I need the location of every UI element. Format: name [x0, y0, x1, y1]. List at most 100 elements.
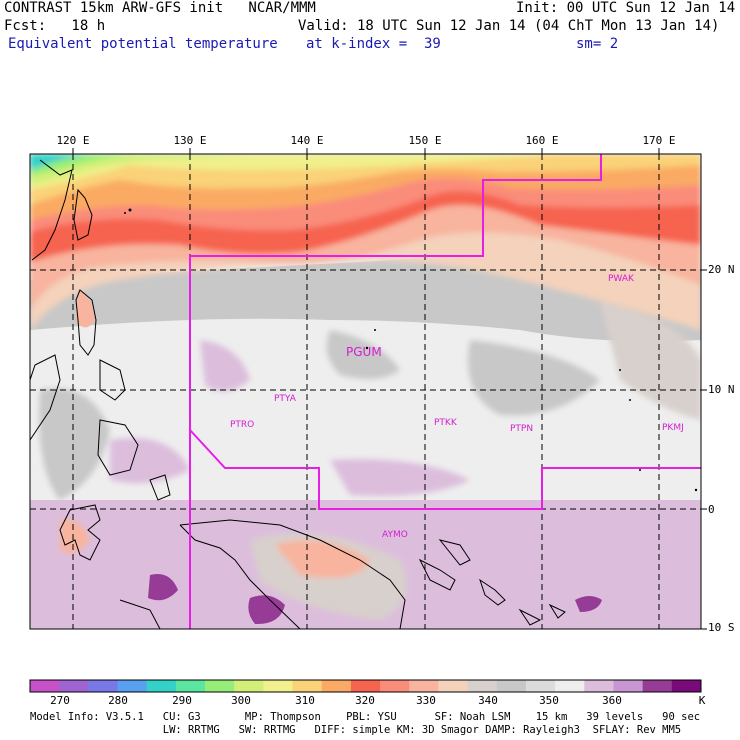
colorbar-swatch	[117, 680, 148, 692]
station-pkmj: PKMJ	[662, 423, 684, 433]
smoothing-value: sm= 2	[576, 36, 619, 52]
lon-label-140: 140 E	[290, 134, 324, 147]
field-grey-blob-east	[468, 340, 600, 416]
colorbar-swatch	[438, 680, 469, 692]
new-guinea-north	[179, 519, 406, 629]
china-coast	[31, 159, 73, 261]
bougainville-coast	[479, 578, 506, 606]
colorbar-swatch	[234, 680, 264, 692]
colorbar-unit: K	[698, 694, 706, 707]
station-labels: PGUM PTYA PTRO PTKK PTPN PKMJ PWAK AYMO	[230, 274, 684, 540]
colorbar-swatch	[642, 680, 673, 692]
region-boundary-south	[189, 429, 701, 510]
lat-label-10s: 10 S	[708, 621, 735, 634]
colorbar-frame	[29, 679, 702, 693]
region-boundary-north	[189, 154, 602, 629]
field-grey-philippines	[39, 388, 110, 500]
colorbar-label-300: 300	[231, 694, 251, 707]
station-aymo: AYMO	[382, 530, 408, 540]
valid-time: Valid: 18 UTC Sun 12 Jan 14 (04 ChT Mon …	[298, 18, 720, 34]
colorbar-swatch	[380, 680, 410, 692]
halmahera-coast	[149, 474, 171, 501]
borneo-coast	[30, 354, 61, 441]
solomons-coast-2	[548, 603, 566, 619]
colorbar-swatch	[555, 680, 585, 692]
lon-label-170: 170 E	[642, 134, 676, 147]
new-guinea-south	[179, 524, 301, 629]
field-purple-patch-1	[148, 574, 178, 601]
coastlines	[30, 159, 566, 629]
level-index: at k-index = 39	[306, 36, 441, 52]
colorbar-label-350: 350	[539, 694, 559, 707]
init-time: Init: 00 UTC Sun 12 Jan 14	[516, 0, 736, 16]
station-ptkk: PTKK	[434, 418, 458, 428]
forecast-hour: Fcst: 18 h	[4, 18, 106, 34]
field-name: Equivalent potential temperature	[8, 36, 278, 52]
small-islands	[124, 208, 698, 492]
field-band-290	[30, 154, 90, 170]
new-ireland-coast	[438, 539, 471, 566]
colorbar-label-340: 340	[478, 694, 498, 707]
sulawesi-coast	[59, 504, 101, 561]
luzon-coast	[75, 289, 97, 356]
colorbar-swatch	[671, 680, 702, 692]
field-lav-blob-2	[330, 459, 470, 496]
solomons-coast-1	[518, 608, 542, 626]
mindanao-coast	[97, 419, 139, 476]
colorbar-label-270: 270	[50, 694, 70, 707]
lat-label-0: 0	[708, 503, 715, 516]
visayas-coast	[99, 359, 126, 401]
field-luzon-warm	[76, 290, 95, 328]
lon-label-120: 120 E	[56, 134, 90, 147]
colorbar-swatch	[350, 680, 381, 692]
colorbar-swatch	[59, 680, 89, 692]
colorbar-swatch	[613, 680, 644, 692]
new-britain-coast	[418, 558, 456, 591]
colorbar-swatch	[525, 680, 556, 692]
colorbar-swatch	[409, 680, 439, 692]
colorbar-swatch	[88, 680, 119, 692]
colorbar-swatch	[496, 680, 527, 692]
colorbar-swatch	[292, 680, 323, 692]
lat-label-20n: 20 N	[708, 263, 735, 276]
colorbar-swatch	[467, 680, 498, 692]
colorbar-swatch	[175, 680, 206, 692]
lat-label-10n: 10 N	[708, 383, 735, 396]
field-grey-blob-guam	[326, 330, 400, 379]
colorbar-label-310: 310	[295, 694, 315, 707]
model-info-line2: LW: RRTMG SW: RRTMG DIFF: simple KM: 3D …	[30, 724, 682, 736]
model-title: CONTRAST 15km ARW-GFS init NCAR/MMM	[4, 0, 316, 16]
field-purple-patch-2	[248, 595, 285, 625]
model-info-line1: Model Info: V3.5.1 CU: G3 MP: Thompson P…	[30, 711, 701, 723]
axis-ticks	[72, 148, 707, 630]
field-sulawesi-warm	[60, 519, 90, 554]
colorbar-swatch	[584, 680, 614, 692]
field-new-guinea-hot	[275, 540, 370, 578]
timor-coast	[119, 599, 161, 629]
field-band-310	[30, 154, 560, 190]
station-pwak: PWAK	[608, 274, 635, 284]
field-purple-patch-3	[575, 596, 602, 612]
colorbar-label-330: 330	[416, 694, 436, 707]
station-pgum: PGUM	[346, 345, 382, 359]
colorbar-label-290: 290	[172, 694, 192, 707]
colorbar-swatch	[263, 680, 294, 692]
colorbar-swatch	[321, 680, 352, 692]
colorbar-label-320: 320	[355, 694, 375, 707]
colorbar	[29, 679, 702, 693]
colorbar-label-360: 360	[602, 694, 622, 707]
taiwan-coast	[73, 188, 93, 241]
station-ptro: PTRO	[230, 420, 254, 430]
field-lav-blob-1	[200, 340, 250, 392]
station-ptya: PTYA	[274, 394, 297, 404]
colorbar-swatch	[205, 680, 235, 692]
colorbar-swatch	[30, 680, 60, 692]
lon-label-130: 130 E	[173, 134, 207, 147]
colorbar-swatch	[146, 680, 177, 692]
field-lav-blob-3	[110, 438, 190, 484]
map-frame	[29, 153, 702, 630]
station-ptpn: PTPN	[510, 424, 533, 434]
lon-label-160: 160 E	[525, 134, 559, 147]
lon-label-150: 150 E	[408, 134, 442, 147]
